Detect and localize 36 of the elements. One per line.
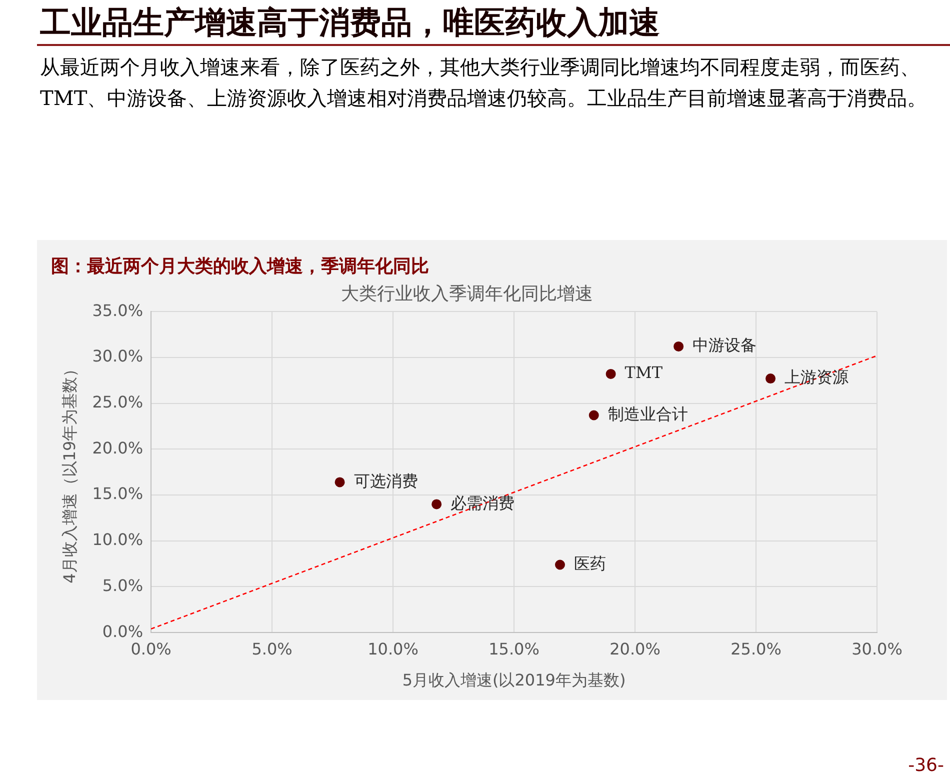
x-tick-label: 15.0% <box>488 639 540 658</box>
point <box>334 477 345 488</box>
text: -36- <box>908 755 944 776</box>
y-tick-label: 15.0% <box>92 484 144 504</box>
y-tick-label: 35.0% <box>92 300 144 320</box>
y-tick-label: 10.0% <box>92 530 144 550</box>
x-tick-label: 25.0% <box>730 639 782 658</box>
x-tick-label: 0.0% <box>130 639 172 658</box>
x-tick-label: 10.0% <box>368 639 418 658</box>
text: 从最近两个月收入增速来看，除了医药之外，其他大类行业季调同比增速均不同程度走弱，而医药、TMT、中游设备、上游资源收入增速相对消费品增速仍较高。工业品生产目前增速显著高于消费品。 <box>40 54 928 112</box>
y-tick-label: 0.0% <box>102 622 144 641</box>
text: 图：最近两个月大类的收入增速，季调年化同比 <box>51 255 429 278</box>
chart-title: 大类行业收入季调年化同比增速 <box>341 283 593 304</box>
y-tick-label: 25.0% <box>92 392 144 412</box>
x-tick-label: 30.0% <box>852 639 902 658</box>
point <box>766 374 776 384</box>
point <box>432 499 442 510</box>
series-label: 医药 <box>574 554 606 573</box>
series-label: TMT <box>624 363 663 382</box>
point <box>606 368 616 379</box>
x-tick-label: 20.0% <box>610 639 660 658</box>
point <box>588 410 599 420</box>
series-label: 必需消费 <box>450 493 515 512</box>
x-tick-label: 5.0% <box>252 639 292 658</box>
point <box>674 341 684 352</box>
y-tick-label: 30.0% <box>92 346 144 366</box>
series-label: 可选消费 <box>354 471 418 490</box>
y-tick-label: 20.0% <box>92 438 144 458</box>
series-label: 上游资源 <box>784 368 849 387</box>
series-label: 中游设备 <box>692 336 757 355</box>
text: 工业品生产增速高于消费品，唯医药收入加速 <box>40 4 660 43</box>
series-label: 制造业合计 <box>608 404 688 424</box>
y-axis-title: 4月收入增速（以19年为基数） <box>60 360 79 584</box>
y-tick-label: 5.0% <box>102 576 144 595</box>
point <box>554 560 565 570</box>
x-axis-title: 5月收入增速(以2019年为基数) <box>402 670 626 690</box>
